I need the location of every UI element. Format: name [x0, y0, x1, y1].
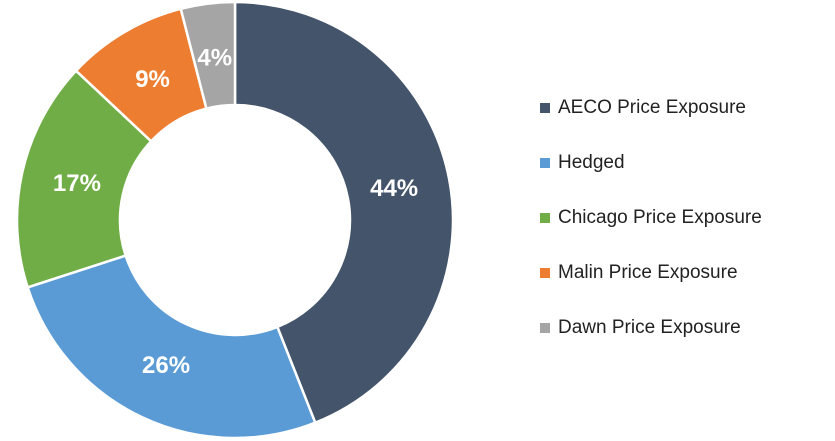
legend-label: Hedged [558, 152, 625, 173]
slice [15, 69, 153, 289]
data-label: 26% [142, 352, 190, 379]
legend-label: AECO Price Exposure [558, 97, 746, 118]
legend-swatch [540, 213, 550, 223]
legend-label: Dawn Price Exposure [558, 317, 741, 338]
legend-swatch [540, 323, 550, 333]
legend-label: Chicago Price Exposure [558, 207, 762, 228]
slice [179, 0, 237, 111]
slice [233, 0, 455, 425]
legend-label: Malin Price Exposure [558, 262, 738, 283]
legend-swatch [540, 158, 550, 168]
data-label: 4% [197, 45, 232, 72]
data-label: 9% [135, 66, 170, 93]
data-label: 44% [370, 175, 418, 202]
data-label: 17% [53, 170, 101, 197]
slice [26, 253, 317, 440]
legend-swatch [540, 103, 550, 113]
legend-swatch [540, 268, 550, 278]
